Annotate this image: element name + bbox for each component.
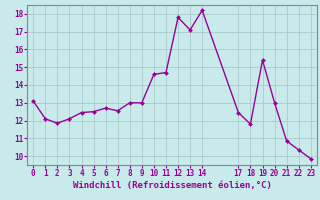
X-axis label: Windchill (Refroidissement éolien,°C): Windchill (Refroidissement éolien,°C)	[73, 181, 271, 190]
